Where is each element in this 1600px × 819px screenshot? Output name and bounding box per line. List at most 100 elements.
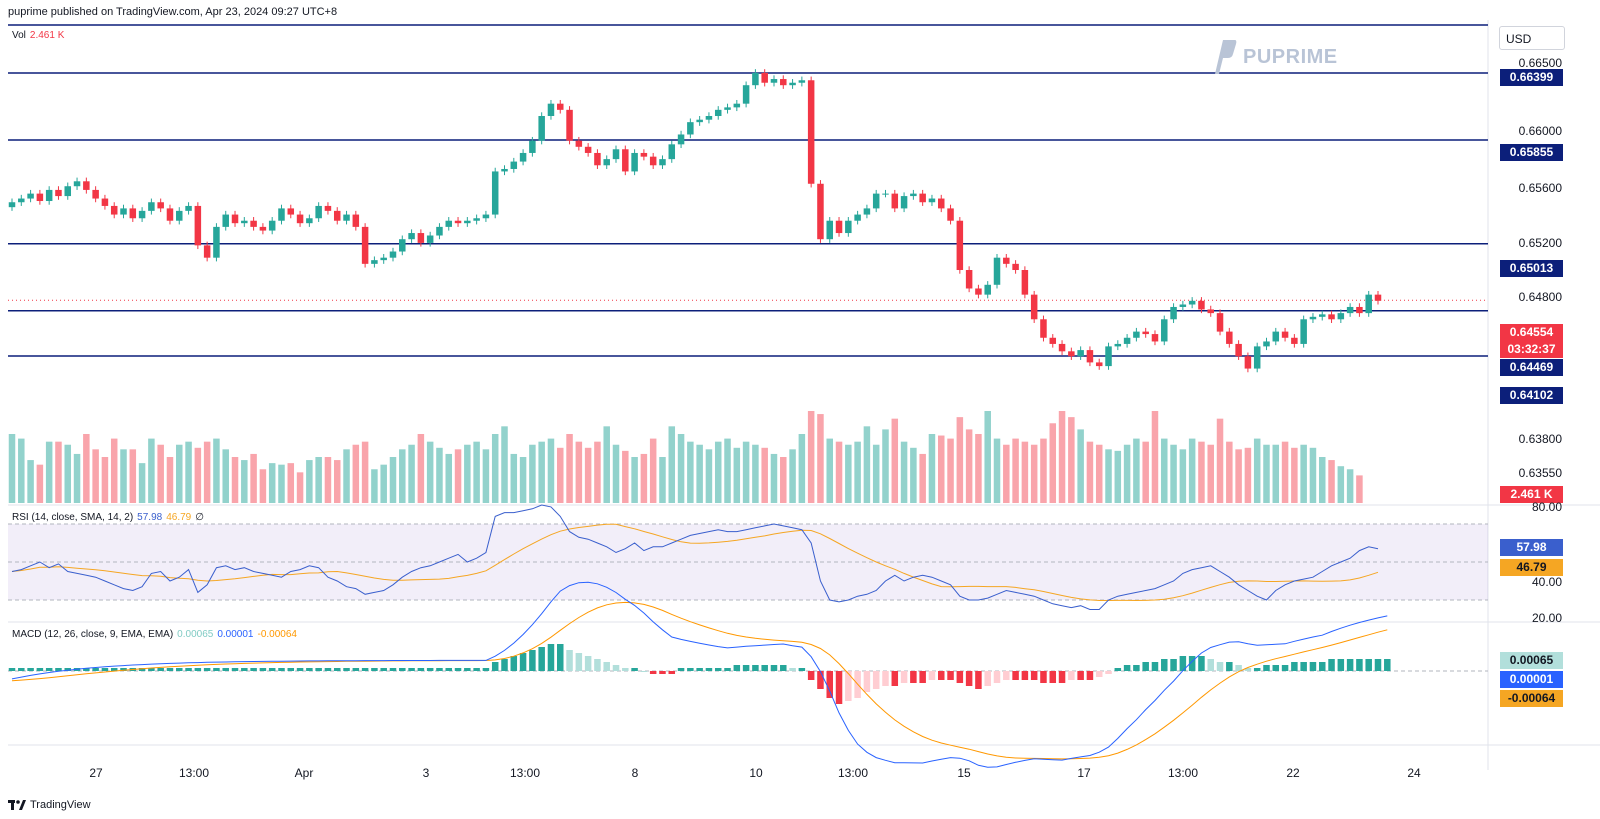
- macd-line-label: 0.00001: [1500, 671, 1563, 688]
- macd-hist-bar: [408, 668, 415, 671]
- candle-body: [380, 257, 387, 261]
- volume-bar: [547, 438, 555, 503]
- volume-value-label: 2.461 K: [1500, 486, 1563, 503]
- candle-body: [1095, 362, 1103, 367]
- candle-body: [1207, 309, 1214, 314]
- volume-bar: [157, 444, 164, 503]
- volume-bar: [891, 418, 899, 503]
- macd-hist-bar: [1151, 662, 1159, 671]
- macd-hist-bar: [120, 668, 127, 671]
- macd-hist-bar: [1281, 665, 1289, 671]
- candle-body: [333, 210, 341, 221]
- candle-body: [1244, 356, 1252, 369]
- volume-bar: [110, 438, 118, 503]
- volume-bar: [445, 453, 453, 503]
- candle-body: [807, 80, 815, 184]
- candle-body: [166, 208, 174, 221]
- macd-hist-bar: [1188, 656, 1196, 671]
- candle-body: [1068, 351, 1075, 357]
- macd-hist-bar: [891, 671, 899, 686]
- volume-bar: [352, 444, 360, 503]
- candle-body: [622, 149, 629, 172]
- candle-body: [343, 214, 350, 221]
- candle-body: [241, 220, 248, 224]
- volume-bar: [705, 449, 713, 503]
- volume-bar: [399, 449, 406, 503]
- volume-bar: [1235, 449, 1242, 503]
- macd-hist-bar: [566, 650, 573, 671]
- volume-bar: [315, 457, 322, 503]
- macd-hist-bar: [594, 659, 601, 671]
- candle-body: [538, 115, 545, 141]
- volume-bar: [231, 457, 239, 503]
- macd-hist-bar: [1077, 671, 1084, 680]
- candle-body: [612, 149, 620, 160]
- macd-hist-bar: [436, 668, 443, 671]
- candle-body: [101, 198, 109, 206]
- volume-bar: [1003, 444, 1010, 503]
- tradingview-footer[interactable]: TradingView: [8, 799, 91, 811]
- volume-bar: [1216, 418, 1224, 503]
- currency-button[interactable]: USD: [1499, 26, 1565, 50]
- volume-bar: [129, 449, 137, 503]
- volume-bar: [1346, 469, 1354, 503]
- macd-hist-bar: [1198, 656, 1205, 671]
- macd-hist-bar: [659, 671, 666, 674]
- volume-bar: [482, 449, 490, 503]
- macd-hist-bar: [1272, 665, 1280, 671]
- volume-bar: [1021, 441, 1029, 503]
- candle-body: [1188, 300, 1196, 305]
- macd-hist-bar: [1179, 656, 1187, 671]
- x-axis-label: 27: [89, 766, 103, 780]
- volume-bar: [36, 464, 44, 503]
- price-tick: 0.63800: [1518, 432, 1562, 446]
- candle-body: [1300, 319, 1307, 344]
- current-price-label: 0.64554: [1500, 324, 1563, 341]
- macd-hist-bar: [882, 671, 889, 686]
- volume-bar: [928, 434, 936, 503]
- candle-body: [454, 220, 462, 224]
- candle-body: [417, 233, 425, 243]
- candle-body: [956, 220, 964, 271]
- candle-body: [854, 214, 861, 221]
- candle-body: [129, 208, 137, 219]
- candle-body: [1003, 257, 1010, 264]
- macd-hist-bar: [417, 668, 425, 671]
- x-axis-label: 24: [1407, 766, 1421, 780]
- candle-body: [473, 218, 480, 221]
- macd-hist-bar: [445, 668, 453, 671]
- macd-hist-bar: [947, 671, 954, 680]
- volume-bar: [696, 444, 703, 503]
- volume-bar: [417, 434, 425, 503]
- candle-body: [1142, 331, 1149, 335]
- macd-hist-bar: [1161, 659, 1168, 671]
- volume-bar: [259, 469, 267, 503]
- volume-bar: [1188, 438, 1196, 503]
- candle-body: [1374, 294, 1382, 301]
- level-label: 0.65855: [1500, 144, 1563, 161]
- candle-body: [259, 226, 267, 231]
- volume-bar: [1356, 475, 1363, 503]
- macd-hist-bar: [538, 647, 545, 671]
- macd-hist-bar: [649, 671, 657, 674]
- macd-hist-bar: [631, 668, 638, 671]
- volume-bar: [1253, 438, 1261, 503]
- candle-body: [631, 152, 638, 172]
- macd-hist-bar: [761, 665, 768, 671]
- macd-hist-bar: [482, 668, 490, 671]
- volume-bar: [250, 453, 257, 503]
- rsi-tick: 80.00: [1531, 500, 1562, 514]
- volume-bar: [101, 457, 109, 503]
- macd-hist-bar: [1235, 665, 1242, 671]
- macd-hist-bar: [250, 668, 257, 671]
- macd-hist-bar: [1095, 671, 1103, 677]
- macd-hist-bar: [8, 668, 16, 671]
- volume-bar: [872, 444, 880, 503]
- macd-hist-bar: [92, 668, 99, 671]
- volume-bar: [1198, 441, 1205, 503]
- macd-hist-bar: [714, 668, 722, 671]
- candle-body: [1105, 346, 1112, 367]
- candle-body: [83, 181, 90, 190]
- candle-body: [910, 193, 917, 197]
- macd-hist-bar: [55, 668, 62, 671]
